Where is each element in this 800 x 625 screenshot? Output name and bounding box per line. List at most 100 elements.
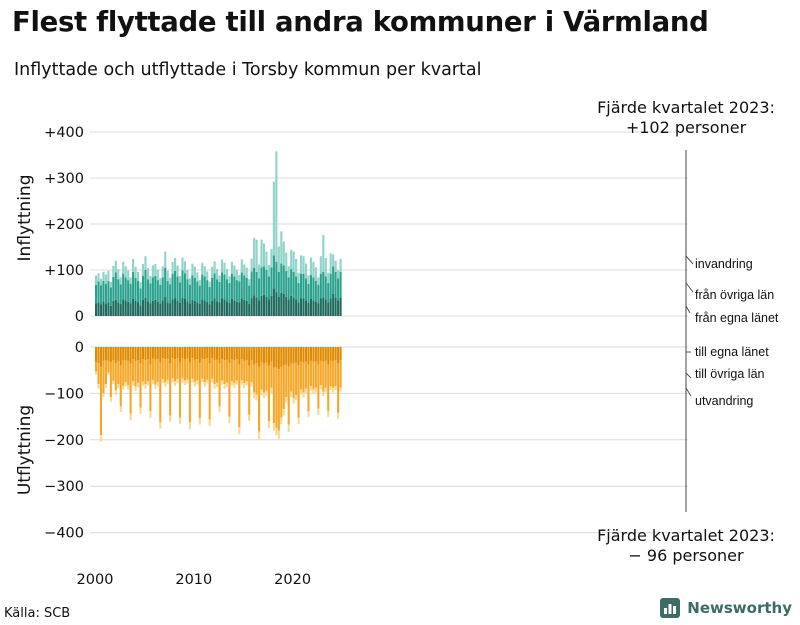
bar-segment <box>329 298 332 316</box>
bar-segment <box>243 264 246 276</box>
bar-segment <box>164 359 167 383</box>
bar-segment <box>307 347 310 365</box>
bar-segment <box>154 299 157 316</box>
bar-segment <box>169 415 172 422</box>
bar-segment <box>127 280 130 302</box>
xticks: 2000 2010 2020 <box>77 572 312 588</box>
bar-segment <box>211 300 214 316</box>
bar-segment <box>282 265 285 294</box>
bar-segment <box>198 363 201 418</box>
bar-segment <box>211 347 214 359</box>
bar-segment <box>300 273 303 299</box>
bar-segment <box>220 272 224 299</box>
bar-segment <box>136 383 140 388</box>
bar-segment <box>104 359 107 385</box>
bar-segment <box>174 270 177 299</box>
bar-segment <box>102 301 105 316</box>
bar-segment <box>129 277 132 284</box>
bar-segment <box>161 358 164 380</box>
ytick-label: 0 <box>75 309 84 325</box>
bar-segment <box>216 382 219 387</box>
bar-segment <box>213 273 216 299</box>
bar-segment <box>319 256 322 274</box>
bar-segment <box>329 347 332 361</box>
bar-segment <box>183 380 187 386</box>
bar-segment <box>250 359 253 383</box>
bar-segment <box>203 300 206 316</box>
bar-segment <box>245 381 248 386</box>
bar-segment <box>164 296 167 316</box>
bar-segment <box>280 366 283 418</box>
bar-segment <box>149 283 152 304</box>
bar-segment <box>176 300 179 316</box>
bar-segment <box>250 298 253 316</box>
bar-segment <box>159 278 162 285</box>
bar-segment <box>307 275 310 284</box>
bar-segment <box>260 239 263 268</box>
series-label: från övriga län <box>695 288 774 302</box>
bar-segment <box>267 264 270 277</box>
bar-segment <box>300 298 303 316</box>
bar-segment <box>119 406 122 412</box>
bar-segment <box>149 275 152 284</box>
bar-segment <box>277 246 280 272</box>
bar-segment <box>275 427 278 436</box>
bar-segment <box>282 365 285 410</box>
bar-segment <box>161 347 164 359</box>
bar-segment <box>95 362 98 372</box>
bar-segment <box>302 298 305 316</box>
bar-segment <box>154 384 157 390</box>
bar-segment <box>262 243 266 267</box>
bar-segment <box>171 347 174 359</box>
bar-segment <box>208 304 211 316</box>
bar-segment <box>245 300 248 316</box>
bar-segment <box>322 391 325 397</box>
bar-segment <box>262 347 266 364</box>
bar-segment <box>250 258 253 272</box>
bar-segment <box>178 302 182 316</box>
series-labels: invandring från övriga län från egna länet… <box>685 255 779 408</box>
bar-segment <box>164 251 167 268</box>
bar-segment <box>270 248 273 268</box>
bar-segment <box>307 364 310 412</box>
bar-segment <box>183 298 187 316</box>
bar-segment <box>112 265 115 277</box>
bar-segment <box>233 276 236 301</box>
bar-segment <box>270 347 273 362</box>
bar-segment <box>243 347 246 361</box>
newsworthy-logo-icon <box>660 598 681 618</box>
annotation-top: Fjärde kvartalet 2023: <box>597 98 775 117</box>
bar-segment <box>132 298 135 316</box>
bar-segment <box>253 295 256 316</box>
bars-utflyttning <box>95 347 342 442</box>
bar-segment <box>248 279 251 286</box>
bar-segment <box>240 272 243 299</box>
bar-segment <box>117 302 120 316</box>
bar-segment <box>280 231 283 264</box>
bar-segment <box>124 382 127 387</box>
brand-logo[interactable]: Newsworthy <box>659 597 792 619</box>
bar-segment <box>109 287 112 306</box>
bar-segment <box>243 383 246 388</box>
bar-segment <box>201 274 204 300</box>
bars-inflyttning <box>95 151 342 316</box>
bar-segment <box>309 385 312 391</box>
bar-segment <box>225 279 229 302</box>
bar-segment <box>169 303 172 316</box>
bar-segment <box>312 277 315 301</box>
bar-segment <box>280 347 283 367</box>
bar-segment <box>181 257 184 271</box>
bar-segment <box>146 279 149 302</box>
bar-segment <box>114 260 117 273</box>
annotation-top: +102 personer <box>626 118 747 137</box>
bar-segment <box>176 265 179 277</box>
bar-segment <box>317 408 320 415</box>
bar-segment <box>322 271 325 298</box>
bar-segment <box>233 300 236 316</box>
bar-segment <box>112 347 115 360</box>
bar-segment <box>114 390 117 396</box>
bar-segment <box>324 299 327 316</box>
bar-segment <box>132 359 135 382</box>
bar-segment <box>322 347 325 362</box>
bar-segment <box>156 359 159 383</box>
